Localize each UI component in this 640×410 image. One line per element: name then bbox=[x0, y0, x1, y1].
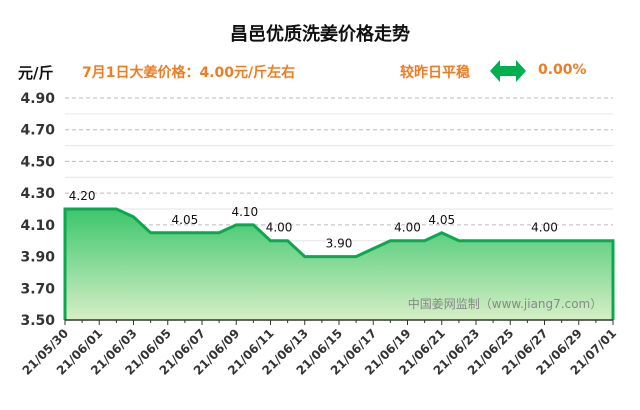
double-arrow-icon bbox=[490, 60, 526, 82]
price-area bbox=[65, 209, 613, 320]
data-label: 4.05 bbox=[172, 213, 199, 227]
data-label: 4.10 bbox=[231, 205, 258, 219]
compare-text: 较昨日平稳 bbox=[400, 65, 470, 81]
data-label: 4.00 bbox=[266, 221, 293, 235]
y-tick-label: 4.90 bbox=[20, 91, 55, 107]
data-label: 4.20 bbox=[69, 189, 96, 203]
data-label: 4.05 bbox=[428, 213, 455, 227]
price-info: 7月1日大姜价格：4.00元/斤左右 bbox=[82, 65, 296, 81]
watermark: 中国姜网监制（www.jiang7.com） bbox=[408, 296, 602, 311]
y-tick-label: 4.30 bbox=[20, 186, 55, 202]
y-axis-unit: 元/斤 bbox=[18, 64, 54, 82]
y-tick-label: 3.90 bbox=[20, 250, 55, 266]
data-label: 3.90 bbox=[326, 237, 353, 251]
data-label: 4.00 bbox=[394, 221, 421, 235]
y-tick-label: 3.50 bbox=[20, 313, 55, 329]
y-tick-label: 4.50 bbox=[20, 154, 55, 170]
y-tick-label: 3.70 bbox=[20, 281, 55, 297]
chart-title: 昌邑优质洗姜价格走势 bbox=[230, 24, 410, 45]
change-percent: 0.00% bbox=[538, 62, 587, 78]
y-tick-label: 4.10 bbox=[20, 218, 55, 234]
y-tick-label: 4.70 bbox=[20, 123, 55, 139]
data-label: 4.00 bbox=[531, 221, 558, 235]
